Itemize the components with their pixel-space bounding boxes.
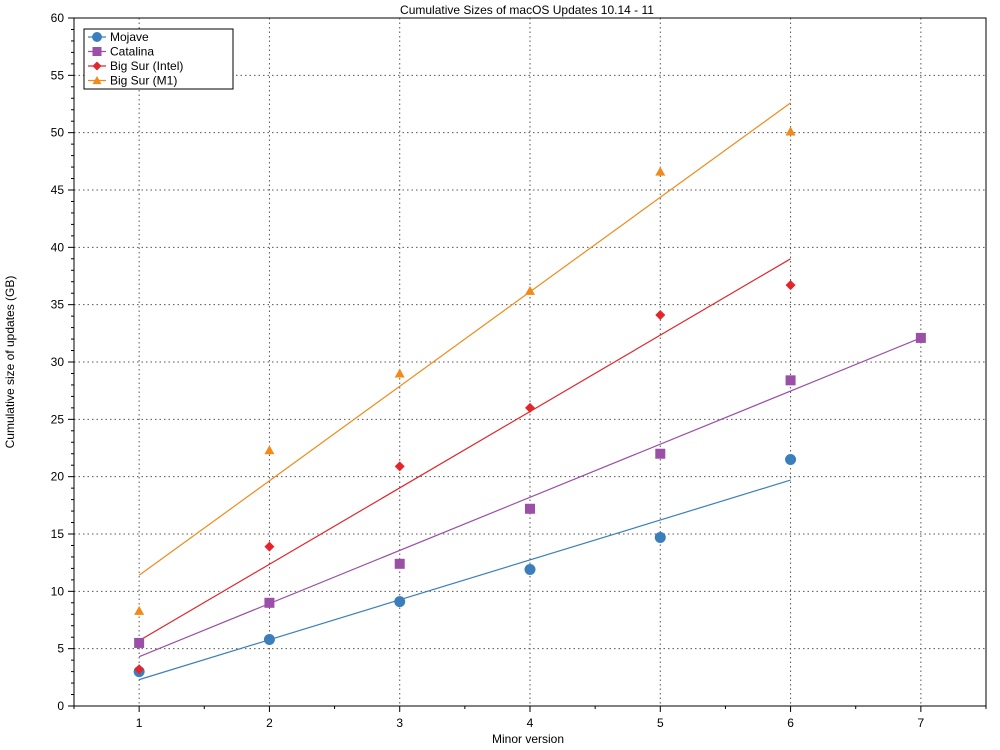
- x-tick-label: 7: [918, 716, 925, 730]
- data-point: [525, 503, 535, 514]
- y-tick-label: 50: [51, 126, 65, 140]
- legend-label: Mojave: [110, 30, 149, 44]
- trend-line-3: [138, 102, 791, 576]
- data-point: [655, 448, 666, 459]
- x-tick-label: 5: [657, 716, 664, 730]
- data-point: [394, 596, 406, 608]
- data-point: [264, 597, 275, 608]
- y-tick-label: 10: [51, 584, 65, 598]
- legend-label: Catalina: [110, 45, 154, 59]
- data-point: [264, 541, 275, 552]
- y-tick-label: 45: [51, 183, 65, 197]
- y-tick-label: 0: [57, 699, 64, 713]
- x-tick-label: 2: [266, 716, 273, 730]
- data-point: [524, 564, 536, 576]
- data-point: [654, 531, 666, 543]
- y-tick-label: 5: [57, 642, 64, 656]
- legend-marker: [92, 76, 102, 85]
- x-tick-label: 3: [396, 716, 403, 730]
- data-point: [263, 633, 275, 645]
- y-tick-label: 60: [51, 11, 65, 25]
- data-point: [394, 461, 405, 472]
- data-point: [785, 280, 796, 291]
- data-point: [394, 368, 405, 378]
- grid: [74, 18, 986, 706]
- data-point: [655, 166, 666, 176]
- x-axis-title: Minor version: [492, 732, 564, 746]
- data-markers: [133, 126, 926, 678]
- data-point: [915, 332, 926, 343]
- x-tick-label: 4: [527, 716, 534, 730]
- y-axis-title: Cumulative size of updates (GB): [3, 276, 17, 449]
- y-tick-label: 20: [51, 470, 65, 484]
- legend-marker: [92, 32, 102, 42]
- x-tick-label: 6: [787, 716, 794, 730]
- data-point: [134, 664, 145, 675]
- data-point: [655, 309, 666, 320]
- data-point: [785, 375, 796, 386]
- chart-title: Cumulative Sizes of macOS Updates 10.14 …: [400, 3, 654, 17]
- y-tick-label: 25: [51, 412, 65, 426]
- legend-label: Big Sur (Intel): [110, 59, 183, 73]
- legend-box: [83, 28, 234, 90]
- data-point: [134, 637, 145, 648]
- trend-line-0: [138, 479, 791, 681]
- y-tick-label: 40: [51, 240, 65, 254]
- legend-label: Big Sur (M1): [110, 74, 177, 88]
- data-point: [134, 605, 145, 615]
- trend-line-2: [138, 258, 791, 642]
- data-point: [264, 445, 275, 455]
- y-tick-label: 55: [51, 68, 65, 82]
- data-point: [525, 285, 535, 295]
- legend-marker: [92, 47, 102, 56]
- y-tick-label: 15: [51, 527, 65, 541]
- y-tick-label: 35: [51, 298, 65, 312]
- x-tick-label: 1: [136, 716, 143, 730]
- data-point: [785, 453, 797, 465]
- data-point: [785, 126, 796, 136]
- data-point: [525, 402, 535, 413]
- data-point: [394, 558, 405, 569]
- y-tick-label: 30: [51, 355, 65, 369]
- legend-marker: [92, 61, 102, 71]
